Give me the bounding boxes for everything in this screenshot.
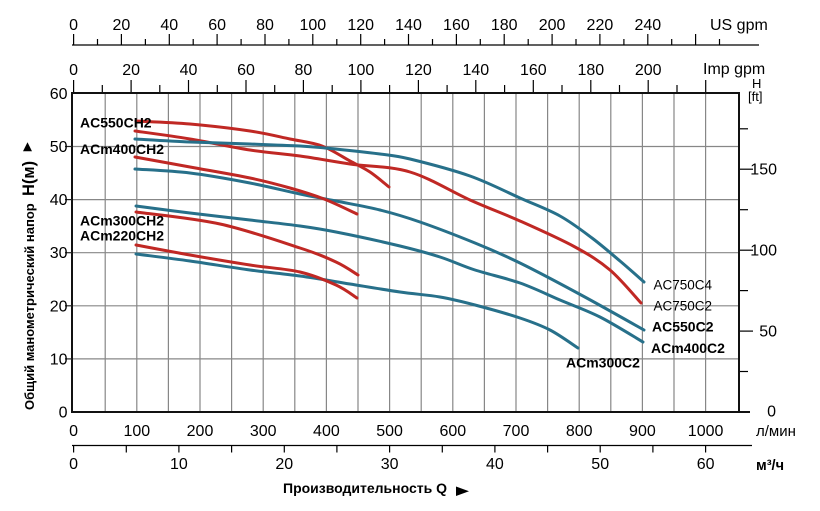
svg-text:AC750C4: AC750C4 — [654, 278, 713, 293]
svg-text:40: 40 — [160, 17, 178, 34]
svg-text:AC550C2: AC550C2 — [652, 319, 714, 335]
svg-text:ACm300C2: ACm300C2 — [566, 355, 640, 371]
svg-text:0: 0 — [69, 17, 78, 34]
svg-text:ACm400CH2: ACm400CH2 — [80, 141, 164, 157]
svg-text:AC750C2: AC750C2 — [654, 299, 713, 314]
svg-text:140: 140 — [395, 17, 422, 34]
svg-text:0: 0 — [69, 62, 78, 79]
svg-text:м³/ч: м³/ч — [756, 458, 784, 474]
svg-text:220: 220 — [587, 17, 614, 34]
svg-text:40: 40 — [50, 192, 68, 209]
svg-text:0: 0 — [69, 423, 78, 440]
svg-text:л/мин: л/мин — [756, 423, 796, 440]
svg-text:100: 100 — [123, 423, 150, 440]
svg-text:200: 200 — [635, 62, 662, 79]
svg-text:0: 0 — [69, 456, 78, 473]
svg-text:160: 160 — [443, 17, 470, 34]
svg-text:50: 50 — [50, 139, 68, 156]
svg-text:100: 100 — [299, 17, 326, 34]
svg-text:Imp gpm: Imp gpm — [703, 61, 765, 78]
svg-text:200: 200 — [539, 17, 566, 34]
svg-text:0: 0 — [767, 404, 776, 421]
svg-text:0: 0 — [59, 405, 68, 422]
svg-text:H: H — [752, 76, 761, 91]
svg-text:900: 900 — [629, 423, 656, 440]
svg-text:H(м): H(м) — [20, 161, 38, 196]
svg-text:60: 60 — [50, 86, 68, 103]
svg-text:400: 400 — [313, 423, 340, 440]
svg-text:500: 500 — [376, 423, 403, 440]
svg-text:140: 140 — [462, 62, 489, 79]
svg-text:30: 30 — [50, 245, 68, 262]
svg-text:60: 60 — [697, 456, 715, 473]
svg-text:50: 50 — [759, 324, 777, 341]
svg-text:160: 160 — [520, 62, 547, 79]
svg-text:20: 20 — [275, 456, 293, 473]
svg-text:800: 800 — [566, 423, 593, 440]
svg-text:150: 150 — [750, 162, 777, 179]
svg-text:40: 40 — [180, 62, 198, 79]
svg-text:120: 120 — [405, 62, 432, 79]
svg-text:100: 100 — [750, 243, 777, 260]
svg-text:200: 200 — [187, 423, 214, 440]
svg-text:180: 180 — [491, 17, 518, 34]
svg-text:1000: 1000 — [688, 423, 724, 440]
svg-text:30: 30 — [381, 456, 399, 473]
svg-text:[ft]: [ft] — [748, 89, 762, 104]
svg-text:50: 50 — [591, 456, 609, 473]
svg-text:120: 120 — [347, 17, 374, 34]
svg-text:ACm220CH2: ACm220CH2 — [80, 228, 164, 244]
svg-text:20: 20 — [113, 17, 131, 34]
svg-text:700: 700 — [503, 423, 530, 440]
svg-text:80: 80 — [295, 62, 313, 79]
svg-text:100: 100 — [348, 62, 375, 79]
svg-text:ACm300CH2: ACm300CH2 — [80, 213, 164, 229]
svg-text:180: 180 — [577, 62, 604, 79]
svg-text:10: 10 — [170, 456, 188, 473]
svg-text:ACm400C2: ACm400C2 — [651, 340, 725, 356]
svg-text:AC550CH2: AC550CH2 — [80, 115, 152, 131]
svg-text:240: 240 — [634, 17, 661, 34]
svg-text:20: 20 — [122, 62, 140, 79]
svg-text:60: 60 — [208, 17, 226, 34]
svg-text:80: 80 — [256, 17, 274, 34]
svg-text:40: 40 — [486, 456, 504, 473]
svg-text:20: 20 — [50, 298, 68, 315]
svg-text:Производительность Q: Производительность Q — [283, 480, 447, 496]
svg-text:10: 10 — [50, 351, 68, 368]
svg-text:600: 600 — [439, 423, 466, 440]
svg-text:60: 60 — [237, 62, 255, 79]
svg-text:300: 300 — [250, 423, 277, 440]
svg-text:Общий манометрический напор: Общий манометрический напор — [22, 203, 37, 410]
svg-text:US gpm: US gpm — [710, 17, 768, 34]
